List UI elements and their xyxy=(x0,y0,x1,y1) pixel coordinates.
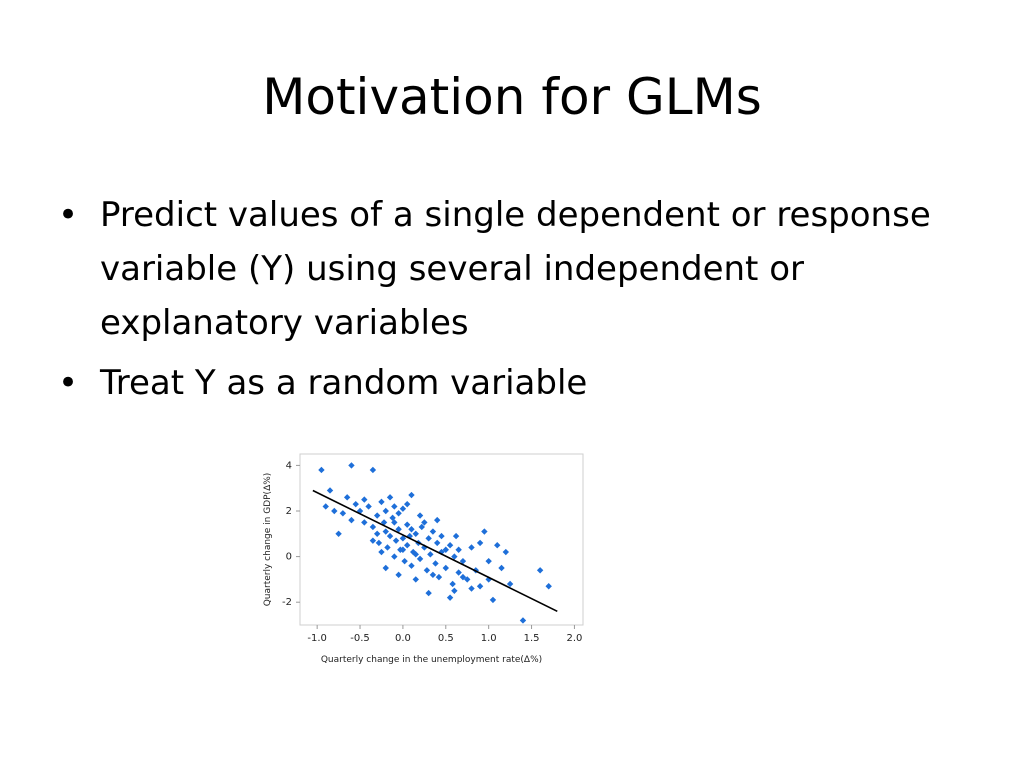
data-point xyxy=(476,583,484,590)
data-point xyxy=(331,507,338,515)
data-point xyxy=(369,537,377,544)
data-point xyxy=(322,503,329,510)
bullet-list: • Predict values of a single dependent o… xyxy=(58,188,938,416)
y-tick-label: -2 xyxy=(282,597,292,608)
data-point xyxy=(455,546,462,553)
bullet-text: Treat Y as a random variable xyxy=(100,363,588,403)
y-tick-label: 0 xyxy=(286,552,292,563)
data-point xyxy=(318,466,325,474)
x-tick-label: 0.5 xyxy=(438,633,454,644)
data-point xyxy=(416,512,424,519)
data-point xyxy=(326,487,334,494)
data-point xyxy=(395,526,402,533)
data-point xyxy=(423,567,431,574)
data-point xyxy=(343,494,351,501)
x-tick-label: 0.0 xyxy=(395,633,411,644)
data-point xyxy=(485,557,492,565)
data-point xyxy=(403,500,411,508)
slide-title: Motivation for GLMs xyxy=(262,68,762,126)
data-point xyxy=(369,466,377,474)
data-point xyxy=(373,512,381,519)
data-point xyxy=(361,496,368,503)
trend-line xyxy=(312,489,558,613)
data-point xyxy=(378,498,385,506)
data-point xyxy=(391,503,398,510)
data-point xyxy=(348,462,355,469)
x-axis-label: Quarterly change in the unemployment rat… xyxy=(321,655,542,665)
data-point xyxy=(382,507,389,515)
bullet-dot-icon: • xyxy=(58,363,79,403)
x-tick-label: -0.5 xyxy=(350,633,370,644)
y-axis-label: Quarterly change in GDP(Δ%) xyxy=(263,473,273,607)
data-point xyxy=(399,505,407,512)
bullet-item: • Predict values of a single dependent o… xyxy=(58,188,938,350)
bullet-item: • Treat Y as a random variable xyxy=(58,356,938,410)
data-point xyxy=(356,507,364,515)
data-point xyxy=(429,571,437,579)
x-tick-label: 2.0 xyxy=(566,633,582,644)
data-point xyxy=(348,516,355,524)
data-point xyxy=(399,546,407,553)
data-point xyxy=(386,494,394,501)
data-point xyxy=(545,583,552,590)
data-point xyxy=(408,562,415,569)
bullet-text: Predict values of a single dependent or … xyxy=(100,195,931,343)
bullet-dot-icon: • xyxy=(58,195,79,235)
data-point xyxy=(408,491,415,499)
data-point xyxy=(498,564,505,572)
scatter-chart-svg: -1.0 -0.5 0.0 0.5 1.0 1.5 2.0 -2 0 2 4 Quarterly ch… xyxy=(263,453,584,665)
x-tick-label: -1.0 xyxy=(307,633,327,644)
data-point xyxy=(408,526,415,533)
data-point xyxy=(442,546,449,553)
data-point xyxy=(416,555,424,563)
data-point xyxy=(382,564,389,572)
data-point xyxy=(392,537,400,544)
x-tick-label: 1.0 xyxy=(481,633,497,644)
plot-area xyxy=(299,453,584,626)
data-point xyxy=(536,567,544,574)
data-point xyxy=(412,576,419,583)
scatter-chart: -1.0 -0.5 0.0 0.5 1.0 1.5 2.0 -2 0 2 4 Quarterly ch… xyxy=(258,440,598,680)
data-point xyxy=(352,500,359,508)
data-point xyxy=(459,573,467,581)
y-tick-label: 2 xyxy=(286,506,292,517)
data-point xyxy=(435,573,443,581)
data-point xyxy=(365,503,372,510)
y-tick-label: 4 xyxy=(286,460,292,471)
data-point xyxy=(442,564,449,572)
data-point xyxy=(335,530,342,537)
x-tick-label: 1.5 xyxy=(524,633,540,644)
data-point xyxy=(434,516,441,524)
data-point xyxy=(464,576,471,583)
